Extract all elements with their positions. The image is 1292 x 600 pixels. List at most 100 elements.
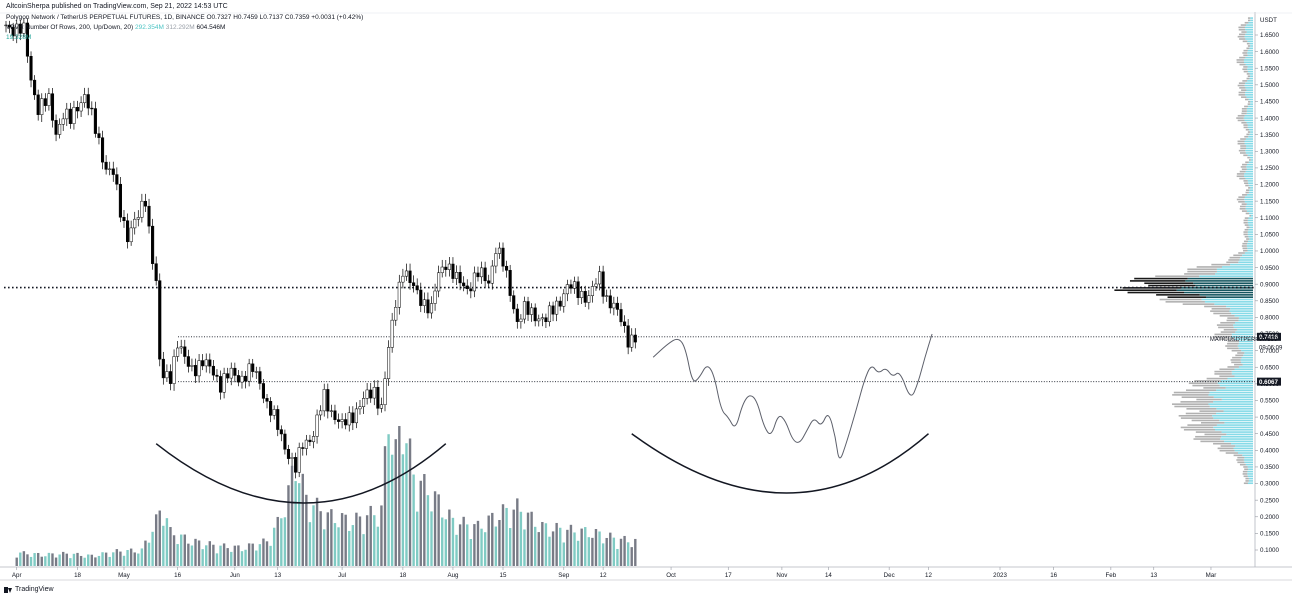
cup-arc [155,443,447,504]
candle-body [247,363,251,382]
vpvr-legend: VPVR Number Of Rows, 200, Up/Down, 20) 2… [6,24,225,31]
volume-profile-up-row [1245,63,1253,66]
volume-profile-down-row [1195,431,1222,433]
volume-profile-up-row [1243,59,1253,61]
volume-profile-up-row [1245,463,1253,466]
candle-body [615,302,619,310]
candle-body [379,404,383,409]
volume-profile-up-row [1222,266,1253,268]
volume-profile-down-row [1165,301,1205,303]
volume-bar [312,505,315,566]
volume-profile-up-row [1213,396,1253,398]
volume-profile-up-row [1249,226,1253,229]
volume-profile-up-row [1250,75,1253,78]
volume-profile-up-row [1236,328,1253,331]
volume-profile-down-row [1196,266,1223,268]
candle-body [426,299,430,314]
x-tick-label: Jul [338,572,346,579]
volume-profile-down-row [1127,291,1184,294]
volume-profile-down-row [1227,366,1239,368]
candle-body [272,409,276,416]
volume-bar [58,554,61,566]
volume-profile-up-row [1221,431,1253,433]
volume-bar [426,495,430,566]
volume-profile-down-row [1237,84,1245,87]
volume-profile-up-row [1247,126,1253,129]
candle-body [340,419,344,422]
volume-profile-up-row [1248,477,1253,480]
volume-bar [498,519,501,566]
candle-body [551,305,555,315]
volume-profile-up-row [1245,152,1253,154]
footer-brand[interactable]: TradingView [4,586,54,593]
volume-profile-down-row [1232,356,1242,359]
volume-profile-up-row [1247,473,1253,475]
volume-bar [97,555,101,566]
candle-body [297,447,301,473]
x-tick-label: 17 [725,572,732,579]
volume-bar [283,517,287,566]
volume-bar [505,507,508,566]
volume-bar [183,534,186,566]
volume-bar [326,512,330,566]
volume-profile-down-row [1191,419,1220,422]
volume-profile-down-row [1240,24,1247,26]
volume-profile-up-row [1248,235,1253,238]
volume-profile-up-row [1213,401,1253,403]
volume-profile-up-row [1216,408,1253,410]
candle-body [383,378,387,405]
volume-profile-up-row [1249,77,1253,80]
volume-profile-down-row [1219,449,1235,452]
volume-bar [387,434,390,566]
candle-body [608,295,612,309]
volume-profile-up-row [1244,175,1253,178]
volume-profile-down-row [1214,373,1232,375]
candle-body [254,371,258,373]
volume-profile-up-row [1239,340,1253,343]
price-tag-label: 0.7359 [1259,337,1278,343]
x-tick-label: 15 [500,572,507,579]
y-tick-label: 1.2000 [1260,182,1279,189]
volume-profile-up-row [1250,45,1253,47]
volume-bar [237,545,240,566]
volume-profile-down-row [1239,170,1246,173]
volume-bar [530,511,533,566]
volume-bar [215,553,219,566]
volume-profile-down-row [1129,280,1186,282]
volume-profile-down-row [1231,361,1242,364]
volume-profile-down-row [1245,161,1249,164]
volume-profile-up-row [1246,24,1253,26]
volume-profile-up-row [1244,35,1253,38]
candle-body [562,293,566,307]
volume-profile-up-row [1248,182,1253,185]
candle-body [612,302,616,309]
volume-bar [494,526,498,566]
volume-bar [83,557,86,566]
volume-profile-up-row [1250,17,1253,19]
volume-bar [408,438,412,566]
volume-bar [373,515,376,566]
volume-profile-down-row [1211,263,1231,266]
candle-body [25,22,30,57]
volume-profile-down-row [1239,205,1246,208]
volume-bar [272,527,276,566]
volume-profile-up-row [1245,94,1253,96]
volume-legend: 19.328M [6,34,32,41]
volume-bar [62,551,65,566]
volume-profile-down-row [1239,208,1246,210]
volume-bar [72,553,76,566]
volume-bar [433,491,437,566]
volume-profile-down-row [1234,363,1243,366]
volume-profile-up-row [1176,289,1253,292]
x-tick-label: Feb [1106,572,1117,579]
volume-profile-up-row [1223,410,1253,412]
volume-bar [233,545,237,566]
volume-profile-up-row [1246,163,1253,166]
volume-bar [126,550,129,566]
candle-body [419,289,423,306]
volume-profile-down-row [1246,47,1250,50]
volume-profile-down-row [1236,59,1244,61]
volume-profile-down-row [1240,145,1246,147]
volume-profile-down-row [1214,370,1232,373]
